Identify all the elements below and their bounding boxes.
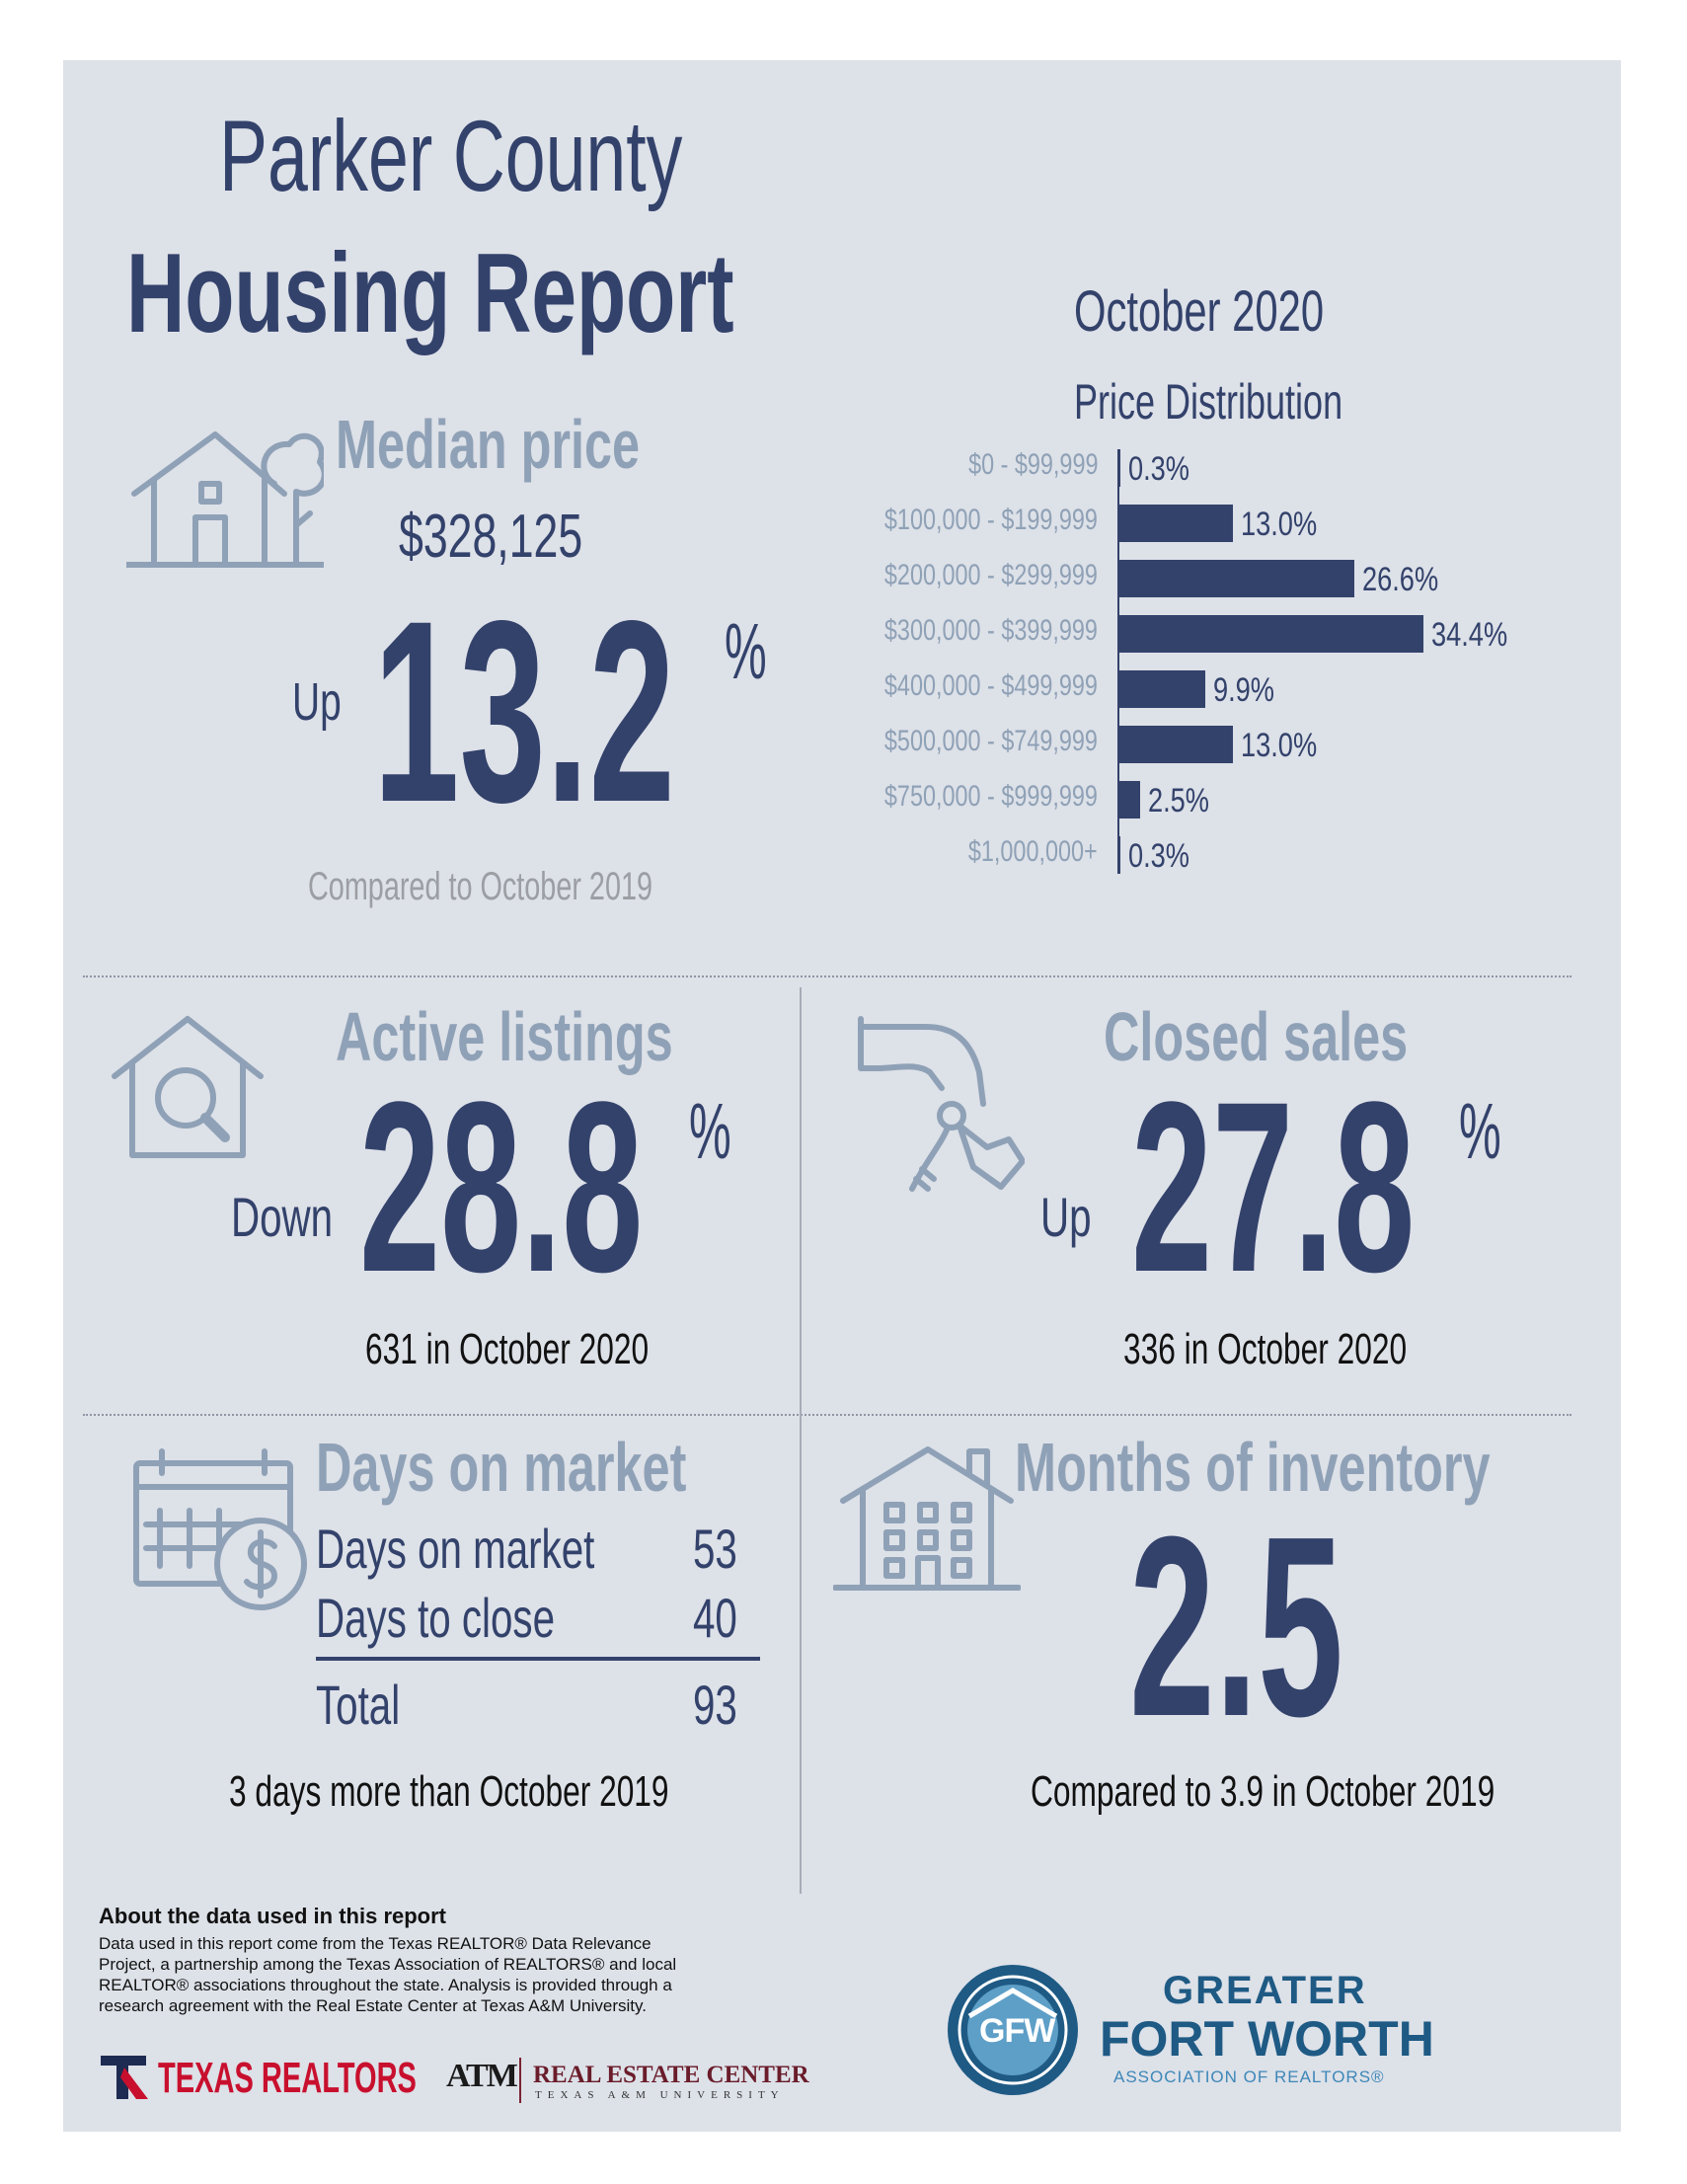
- chart-category-label: $300,000 - $399,999: [884, 614, 1098, 647]
- real-estate-center-logo: ATM REAL ESTATE CENTER TEXAS A&M UNIVERS…: [446, 2052, 809, 2107]
- closed-sales-heading: Closed sales: [1104, 998, 1409, 1075]
- chart-bar: [1117, 615, 1423, 653]
- inventory-comparison: Compared to 3.9 in October 2019: [1031, 1767, 1495, 1816]
- gfw-mark-letters: GFW: [979, 2012, 1055, 2050]
- calendar-dollar-icon: [132, 1445, 310, 1613]
- chart-value-label: 34.4%: [1431, 616, 1508, 654]
- gfw-line-1: GREATER: [1163, 1969, 1367, 2012]
- divider-lower: [83, 1414, 1572, 1416]
- chart-bar: [1117, 449, 1120, 487]
- gfw-logo: GFW GREATER FORT WORTH ASSOCIATION OF RE…: [944, 1961, 1457, 2099]
- house-tree-icon: [126, 423, 324, 571]
- county-title: Parker County: [219, 100, 683, 212]
- rec-subtitle: TEXAS A&M UNIVERSITY: [535, 2089, 785, 2101]
- chart-bar: [1117, 836, 1120, 874]
- chart-category-label: $0 - $99,999: [967, 448, 1098, 481]
- tamu-mark: ATM: [446, 2058, 518, 2094]
- median-price-value: $328,125: [399, 503, 583, 571]
- chart-value-label: 0.3%: [1128, 450, 1189, 488]
- chart-value-label: 13.0%: [1241, 506, 1318, 543]
- report-panel: [63, 60, 1621, 2132]
- active-detail: 631 in October 2020: [365, 1325, 650, 1373]
- chart-value-label: 26.6%: [1361, 561, 1438, 598]
- gfw-mark: [948, 1965, 1078, 2095]
- texas-realtors-mark: [101, 2056, 148, 2099]
- chart-category-label: $100,000 - $199,999: [884, 504, 1098, 536]
- active-listings-heading: Active listings: [336, 998, 673, 1075]
- chart-axis-line: [1117, 450, 1119, 873]
- days-total-value: 93: [693, 1674, 737, 1736]
- median-price-heading: Median price: [336, 406, 641, 483]
- chart-bar: [1117, 726, 1234, 763]
- median-comparison: Compared to October 2019: [308, 865, 653, 908]
- gfw-line-2: FORT WORTH: [1100, 2011, 1434, 2067]
- hand-keys-icon: [857, 1013, 1025, 1201]
- chart-category-label: $200,000 - $299,999: [884, 559, 1098, 591]
- building-icon: [833, 1440, 1021, 1598]
- active-change: 28.8: [359, 1052, 644, 1323]
- chart-bar: [1117, 781, 1140, 819]
- chart-value-label: 13.0%: [1241, 727, 1318, 764]
- days-comparison: 3 days more than October 2019: [229, 1767, 669, 1816]
- days-heading: Days on market: [316, 1429, 687, 1506]
- chart-category-label: $500,000 - $749,999: [884, 725, 1098, 757]
- days-row-2-label: Days to close: [316, 1587, 556, 1649]
- texas-realtors-logo: TEXAS REALTORS: [99, 2052, 424, 2103]
- chart-title: Price Distribution: [1074, 374, 1343, 429]
- rec-title: REAL ESTATE CENTER: [533, 2062, 809, 2088]
- chart-bar: [1117, 670, 1206, 708]
- report-period: October 2020: [1074, 279, 1325, 344]
- days-total-rule: [316, 1657, 760, 1661]
- chart-category-label: $750,000 - $999,999: [884, 780, 1098, 813]
- about-body: Data used in this report come from the T…: [99, 1934, 677, 2015]
- days-row-1-value: 53: [693, 1518, 737, 1580]
- chart-category-label: $1,000,000+: [968, 835, 1098, 868]
- active-percent-sign: %: [689, 1087, 731, 1175]
- divider-upper: [83, 975, 1572, 977]
- inventory-heading: Months of inventory: [1015, 1429, 1491, 1506]
- closed-direction: Up: [1040, 1186, 1092, 1248]
- median-percent-sign: %: [725, 607, 767, 695]
- median-direction: Up: [292, 672, 342, 732]
- days-total-label: Total: [316, 1674, 401, 1736]
- median-change: 13.2: [373, 567, 675, 856]
- chart-value-label: 9.9%: [1213, 671, 1275, 709]
- texas-realtors-wordmark: TEXAS REALTORS: [158, 2054, 417, 2102]
- gfw-line-3: ASSOCIATION OF REALTORS®: [1113, 2067, 1385, 2086]
- chart-bar: [1117, 505, 1234, 542]
- rec-separator: [519, 2058, 521, 2103]
- inventory-value: 2.5: [1129, 1484, 1343, 1770]
- closed-percent-sign: %: [1459, 1087, 1501, 1175]
- chart-category-label: $400,000 - $499,999: [884, 669, 1098, 702]
- days-row-1-label: Days on market: [316, 1518, 595, 1580]
- report-title: Housing Report: [126, 231, 734, 356]
- chart-bar: [1117, 560, 1354, 597]
- house-search-icon: [109, 1013, 267, 1161]
- chart-value-label: 2.5%: [1147, 782, 1209, 819]
- chart-value-label: 0.3%: [1128, 837, 1189, 875]
- days-row-2-value: 40: [693, 1587, 737, 1649]
- divider-vertical: [800, 987, 802, 1894]
- active-direction: Down: [231, 1186, 334, 1248]
- closed-detail: 336 in October 2020: [1123, 1325, 1408, 1373]
- closed-change: 27.8: [1131, 1052, 1416, 1323]
- about-heading: About the data used in this report: [99, 1904, 447, 1928]
